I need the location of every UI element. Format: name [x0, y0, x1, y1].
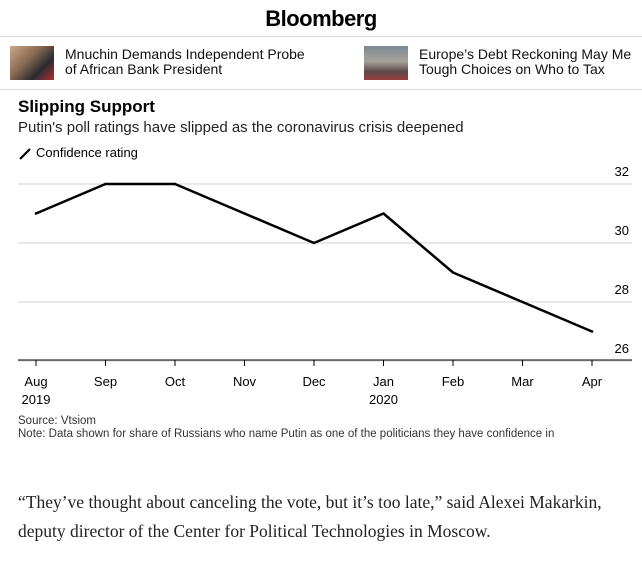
source-line: Source: Vtsiom: [18, 415, 96, 427]
note-line: Note: Data shown for share of Russians w…: [18, 428, 555, 440]
data-point: [312, 241, 316, 245]
legend-line-icon: [19, 147, 31, 160]
data-point: [521, 300, 524, 304]
headline-line-2[interactable]: of African Bank President: [65, 61, 223, 77]
headline-line-2[interactable]: Tough Choices on Who to Tax: [419, 61, 605, 77]
x-tick-label: Nov: [233, 374, 257, 389]
y-tick-label: 32: [615, 164, 629, 179]
top-divider: [0, 36, 642, 37]
series-line-confidence-rating: [34, 182, 594, 333]
data-point: [243, 212, 246, 215]
headline-line-1[interactable]: Mnuchin Demands Independent Probe: [65, 46, 305, 62]
headline-item-mnuchin[interactable]: Mnuchin Demands Independent Probe of Afr…: [10, 46, 350, 80]
headline-text[interactable]: Europe’s Debt Reckoning May Me Tough Cho…: [419, 47, 631, 77]
chart-title: Slipping Support: [18, 97, 155, 116]
legend-label: Confidence rating: [36, 145, 138, 160]
data-point: [173, 182, 177, 186]
chart-legend: Confidence rating: [18, 145, 138, 160]
headline-text[interactable]: Mnuchin Demands Independent Probe of Afr…: [65, 47, 305, 77]
x-tick-label: Dec: [302, 374, 326, 389]
x-tick-label: Aug: [24, 374, 47, 389]
data-point: [34, 212, 38, 215]
x-tick-label: Apr: [582, 374, 603, 389]
headline-line-1[interactable]: Europe’s Debt Reckoning May Me: [419, 46, 632, 62]
x-tick-label: Mar: [511, 374, 534, 389]
x-tick-label: Sep: [94, 374, 117, 389]
article-paragraph: “They’ve thought about canceling the vot…: [18, 492, 602, 541]
x-tick-year-label: 2020: [369, 392, 398, 407]
data-point: [382, 212, 385, 215]
data-point: [590, 330, 594, 333]
y-tick-label: 28: [615, 282, 629, 297]
headline-thumbnail[interactable]: [364, 46, 408, 80]
y-tick-label: 30: [615, 223, 629, 238]
headline-item-europe-debt[interactable]: Europe’s Debt Reckoning May Me Tough Cho…: [364, 46, 642, 80]
data-point: [104, 182, 107, 186]
data-point: [451, 271, 455, 274]
y-tick-label: 26: [615, 341, 629, 356]
x-tick-year-label: 2019: [22, 392, 51, 407]
x-tick-label: Jan: [373, 374, 394, 389]
x-tick-label: Feb: [442, 374, 464, 389]
headline-thumbnail[interactable]: [10, 46, 54, 80]
chart-subtitle: Putin's poll ratings have slipped as the…: [18, 119, 464, 136]
line-chart: 26 28 30 32 Aug 2019 Sep Oct Nov Dec Jan 2020 Feb Mar…: [18, 164, 632, 407]
x-tick-label: Oct: [165, 374, 186, 389]
bloomberg-logo[interactable]: Bloomberg: [265, 6, 377, 31]
headline-strip: Mnuchin Demands Independent Probe of Afr…: [0, 42, 642, 86]
chart-source: Source: Vtsiom Note: Data shown for shar…: [18, 415, 638, 441]
headline-divider: [0, 89, 642, 90]
